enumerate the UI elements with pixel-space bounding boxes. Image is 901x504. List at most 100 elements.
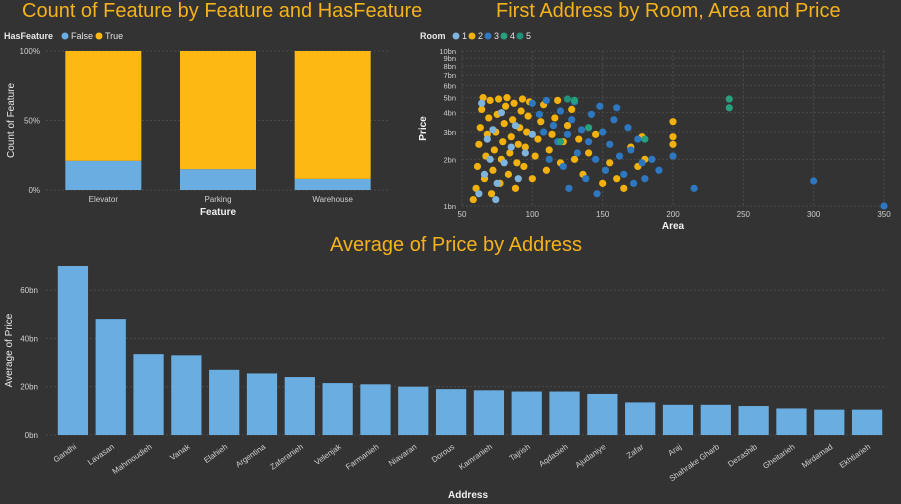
scatter-point-room-1 [511,122,520,130]
x-tick-label: 300 [807,210,821,219]
x-tick-label: Gandhi [52,442,78,464]
y-tick-label: 6bn [443,81,456,90]
x-tick-label: Farmanieh [344,442,380,471]
scatter-point-room-1 [500,159,508,167]
scatter-chart: Room 1 2 3 4 5 1bn 2bn 3bn 4bn 5bn 6bn7bn8bn9bn10bn… [418,31,891,230]
scatter-point-room-2 [613,175,621,183]
bar-velenjak [322,383,353,435]
x-axis-label: Area [662,221,685,230]
x-tick-label: Ajudaniye [574,442,608,470]
scatter-point-room-2 [669,133,677,141]
scatter-point-room-2 [509,116,517,124]
x-tick-label: 200 [666,210,680,219]
y-tick-label: 4bn [443,109,456,118]
scatter-point-room-2 [494,95,503,103]
scatter-point-room-3 [638,159,646,167]
scatter-point-room-2 [548,130,556,138]
scatter-point-room-3 [563,130,572,138]
x-tick-label: Zafar [625,442,646,460]
x-tick-label: Elevator [89,195,119,204]
x-tick-label: Elahieh [202,442,229,465]
scatter-point-room-2 [524,112,532,120]
scatter-point-room-3 [535,110,543,118]
bar-gheitarieh [776,408,807,435]
scatter-point-room-2 [499,138,507,146]
scatter-point-room-4 [725,95,733,103]
scatter-point-room-2 [520,162,528,171]
legend-marker-room-3 [484,32,492,40]
scatter-point-room-2 [478,105,486,113]
bar-aqdasieh [549,391,580,435]
legend-marker-true [95,32,103,40]
bar-elevator-false [65,160,142,190]
bar-zafar [625,402,656,435]
legend-title: Room [420,31,446,41]
x-tick-label: Kamranieh [457,442,494,472]
y-tick-label: 100% [20,47,40,56]
legend-label-room-2: 2 [478,31,483,41]
x-tick-label: Mahmoudieh [111,442,154,476]
scatter-point-room-3 [528,99,536,107]
scatter-point-room-2 [620,184,628,192]
scatter-point-room-1 [480,170,489,178]
scatter-point-room-2 [514,140,522,148]
y-tick-label: 40bn [20,334,38,343]
scatter-point-room-2 [545,146,553,154]
legend-label-room-3: 3 [494,31,499,41]
scatter-point-room-2 [500,120,508,128]
legend-marker-room-5 [516,32,524,40]
scatter-point-room-3 [641,175,649,183]
legend-marker-room-4 [500,32,508,40]
x-tick-label: 150 [596,210,610,219]
bar-dorous [435,389,467,435]
legend-marker-false [61,32,69,40]
bar-argentina [246,373,278,435]
x-tick-label: Parking [204,195,231,204]
y-axis-label: Price [418,116,429,141]
scatter-point-room-3 [599,128,607,136]
legend-label-true: True [105,31,123,41]
scatter-point-room-2 [523,128,531,136]
scatter-point-room-2 [551,114,559,122]
bar-kamranieh [473,390,505,435]
scatter-point-room-4 [556,138,565,146]
scatter-point-room-3 [593,190,601,198]
scatter-point-room-3 [549,122,558,130]
scatter-point-room-1 [492,195,500,204]
y-tick-label: 50% [24,117,40,126]
y-tick-label: 20bn [20,383,38,392]
scatter-point-room-2 [521,143,529,151]
scatter-point-room-3 [655,166,663,174]
legend-label-room-1: 1 [462,31,467,41]
x-axis-label: Feature [200,207,237,218]
scatter-point-room-3 [690,184,698,192]
scatter-point-room-4 [641,135,649,143]
legend-label-room-4: 4 [510,31,515,41]
scatter-point-room-2 [518,95,527,103]
legend-label-false: False [71,31,93,41]
scatter-point-room-2 [554,96,562,105]
scatter-point-room-3 [573,149,581,157]
scatter-point-room-2 [476,124,484,132]
scatter-point-room-1 [475,190,483,198]
scatter-point-room-3 [880,202,888,210]
legend-marker-room-2 [468,32,476,40]
scatter-point-room-2 [534,135,542,143]
scatter-point-room-2 [542,166,550,174]
scatter-point-room-2 [599,179,607,187]
scatter-point-room-3 [587,110,596,118]
scatter-point-room-2 [490,146,498,154]
legend-title: HasFeature [4,31,53,41]
x-tick-label: Tajrish [508,442,532,463]
y-tick-label: 0bn [25,431,38,440]
scatter-point-room-3 [630,179,638,187]
scatter-point-room-4 [570,96,579,105]
bar-mahmoudieh [133,354,164,435]
scatter-point-room-1 [486,155,494,163]
y-tick-label: 0% [28,186,40,195]
scatter-point-room-1 [493,179,501,187]
scatter-point-room-3 [596,102,604,110]
bar-ekhtiarieh [851,409,883,435]
x-tick-label: 100 [526,210,540,219]
scatter-point-room-2 [669,118,677,126]
